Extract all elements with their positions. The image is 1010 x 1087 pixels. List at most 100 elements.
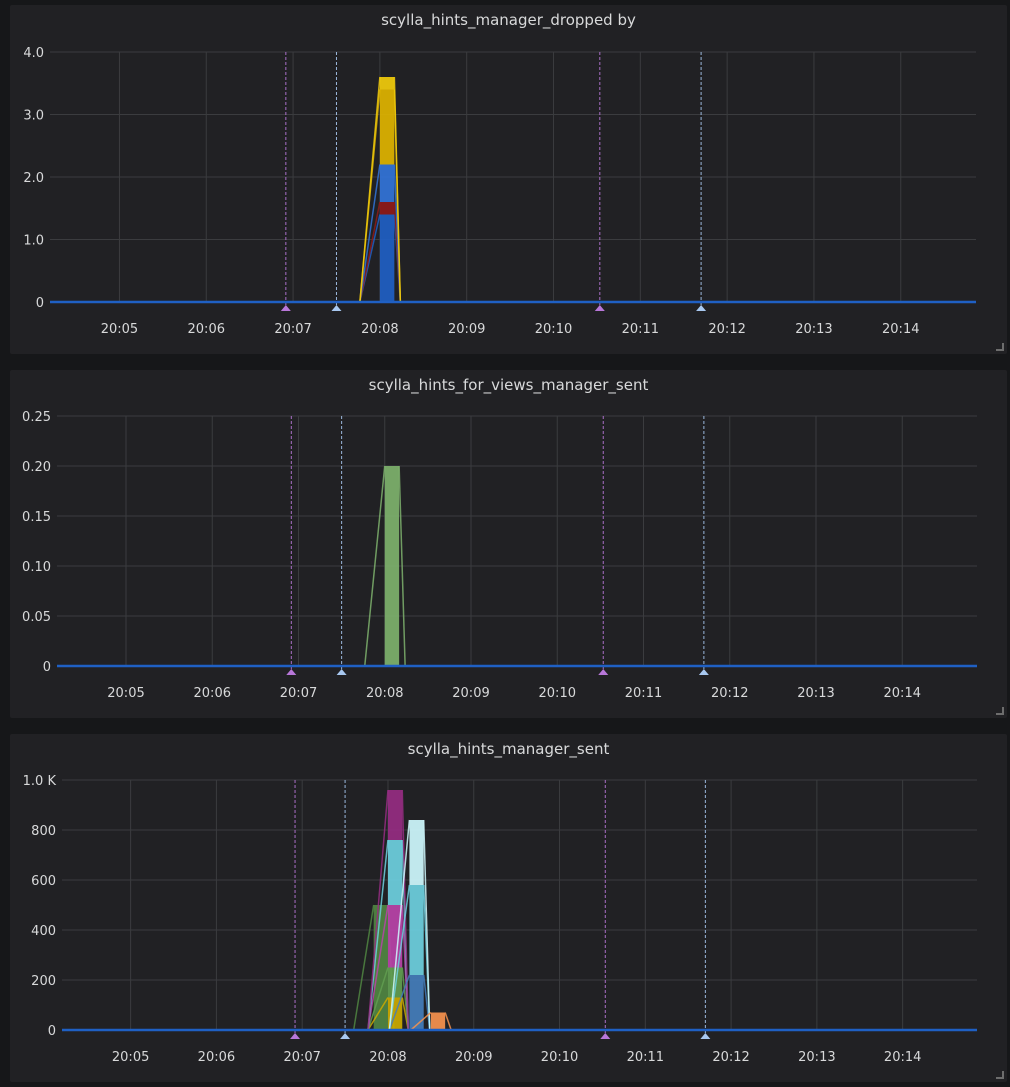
y-tick-label: 0: [48, 1024, 56, 1039]
resize-handle[interactable]: [996, 707, 1004, 715]
x-tick-label: 20:14: [884, 1050, 921, 1065]
x-tick-label: 20:07: [274, 322, 311, 337]
series-bar: [379, 164, 395, 202]
x-tick-label: 20:14: [882, 322, 919, 337]
series-line: [388, 819, 411, 1031]
chart-views-sent: 0 0.05 0.10 0.15 0.20 0.25 20:05 20:06 20:07 20:0…: [22, 410, 977, 701]
annotation-marker: [331, 305, 342, 311]
series-line: [422, 819, 431, 1031]
annotation-marker: [598, 669, 609, 675]
series-line: [367, 789, 389, 1031]
series-bar: [387, 905, 403, 968]
x-tick-label: 20:08: [366, 686, 403, 701]
x-tick-label: 20:13: [798, 1050, 835, 1065]
series-bar: [379, 202, 395, 215]
x-tick-label: 20:10: [539, 686, 576, 701]
annotation-marker: [286, 669, 297, 675]
annotation-marker: [594, 305, 605, 311]
series-line: [364, 465, 386, 667]
y-tick-label: 400: [31, 924, 56, 939]
series-bar: [379, 89, 395, 165]
resize-handle[interactable]: [996, 343, 1004, 351]
y-tick-label: 4.0: [23, 46, 44, 61]
annotation-marker: [698, 669, 709, 675]
series-bar: [373, 905, 388, 1030]
y-tick-label: 600: [31, 874, 56, 889]
y-tick-label: 1.0: [23, 234, 44, 249]
x-tick-label: 20:07: [283, 1050, 320, 1065]
annotation-marker: [700, 1033, 711, 1039]
x-tick-label: 20:13: [797, 686, 834, 701]
x-tick-label: 20:06: [194, 686, 231, 701]
series-bar: [409, 975, 424, 1030]
series-line: [388, 974, 411, 1031]
panel-views-sent: scylla_hints_for_views_manager_sent 0 0.0…: [10, 370, 1007, 718]
chart-dropped-by: 0 1.0 2.0 3.0 4.0 20:05 20:06 20:07 20:08 20:09 20…: [23, 46, 976, 337]
y-tick-label: 0.25: [22, 410, 51, 425]
x-tick-label: 20:05: [112, 1050, 149, 1065]
panel-title[interactable]: scylla_hints_manager_dropped by: [381, 11, 636, 29]
series-bar: [387, 840, 403, 905]
annotation-marker: [696, 305, 707, 311]
series-line: [359, 164, 381, 303]
x-tick-label: 20:08: [361, 322, 398, 337]
x-tick-label: 20:14: [884, 686, 921, 701]
series-line: [367, 967, 389, 1031]
annotation-marker: [600, 1033, 611, 1039]
y-tick-label: 200: [31, 974, 56, 989]
series-bar: [387, 790, 403, 840]
x-tick-label: 20:12: [708, 322, 745, 337]
x-tick-label: 20:10: [541, 1050, 578, 1065]
series-line: [444, 1012, 452, 1031]
series-line: [359, 201, 381, 303]
y-tick-label: 0.15: [22, 510, 51, 525]
x-tick-label: 20:06: [198, 1050, 235, 1065]
series-bar: [430, 1012, 446, 1030]
x-tick-label: 20:05: [101, 322, 138, 337]
y-tick-label: 3.0: [23, 109, 44, 124]
series-line: [352, 904, 375, 1031]
series-bar: [384, 466, 400, 666]
x-tick-label: 20:09: [448, 322, 485, 337]
panel-title[interactable]: scylla_hints_manager_sent: [407, 740, 610, 758]
x-tick-label: 20:09: [455, 1050, 492, 1065]
resize-handle[interactable]: [996, 1071, 1004, 1079]
y-tick-label: 0.05: [22, 610, 51, 625]
annotation-marker: [336, 669, 347, 675]
panel-manager-sent: scylla_hints_manager_sent 0 200 400 600 800 1…: [10, 734, 1007, 1082]
series-bar: [409, 820, 424, 885]
x-tick-label: 20:11: [622, 322, 659, 337]
x-tick-label: 20:10: [535, 322, 572, 337]
x-tick-label: 20:12: [712, 1050, 749, 1065]
series-line: [388, 884, 411, 1031]
x-tick-label: 20:08: [369, 1050, 406, 1065]
annotation-marker: [340, 1033, 351, 1039]
series-line: [359, 76, 381, 303]
panel-title[interactable]: scylla_hints_for_views_manager_sent: [368, 376, 649, 394]
series-line: [367, 997, 389, 1031]
x-tick-label: 20:11: [625, 686, 662, 701]
series-bar: [379, 77, 395, 90]
series-bar: [409, 885, 424, 975]
series-bar: [379, 214, 395, 302]
x-tick-label: 20:12: [711, 686, 748, 701]
annotation-marker: [290, 1033, 301, 1039]
x-tick-label: 20:11: [627, 1050, 664, 1065]
panel-dropped-by: scylla_hints_manager_dropped by 0 1.0 2.0 3…: [10, 5, 1007, 354]
x-tick-label: 20:06: [188, 322, 225, 337]
series-line: [367, 904, 389, 1031]
x-tick-label: 20:07: [280, 686, 317, 701]
series-line: [398, 465, 406, 667]
x-tick-label: 20:13: [795, 322, 832, 337]
y-tick-label: 2.0: [23, 171, 44, 186]
y-tick-label: 0: [36, 296, 44, 311]
annotation-marker: [280, 305, 291, 311]
y-tick-label: 0: [43, 660, 51, 675]
y-tick-label: 0.10: [22, 560, 51, 575]
y-tick-label: 0.20: [22, 460, 51, 475]
series-bar: [387, 967, 403, 998]
series-line: [393, 76, 402, 303]
y-tick-label: 800: [31, 824, 56, 839]
y-tick-label: 1.0 K: [23, 774, 57, 789]
series-line: [410, 1011, 432, 1031]
